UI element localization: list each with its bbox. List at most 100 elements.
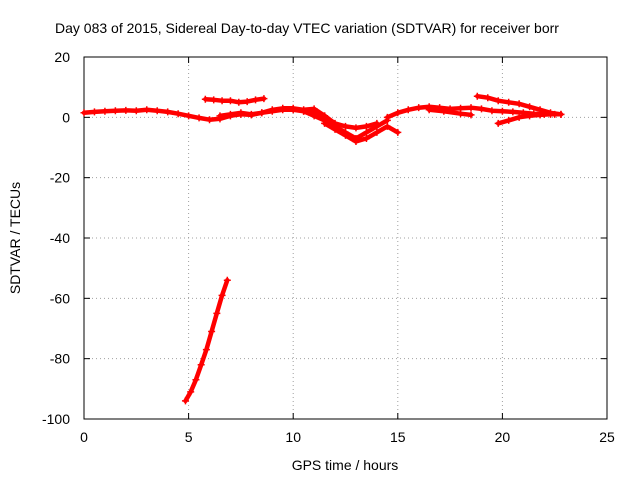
data-point (457, 110, 465, 118)
data-point (331, 125, 339, 133)
data-point (362, 128, 370, 136)
data-point (404, 106, 412, 114)
data-point (164, 108, 172, 116)
data-point (143, 106, 151, 114)
data-point (383, 113, 391, 121)
series-track-right-rise (494, 110, 565, 127)
data-point (195, 114, 203, 122)
data-point (111, 107, 119, 115)
data-point (243, 98, 251, 106)
data-point (218, 291, 226, 299)
data-point (268, 107, 276, 115)
data-point (362, 122, 370, 130)
data-point (536, 111, 544, 119)
data-point (547, 110, 555, 118)
x-tick-label: 15 (390, 429, 406, 445)
data-point (394, 109, 402, 117)
y-tick-label: 20 (54, 49, 70, 65)
y-axis-label: SDTVAR / TECUs (7, 182, 23, 294)
data-point (509, 108, 517, 116)
data-point (352, 124, 360, 132)
series-line (322, 121, 401, 144)
data-point (440, 107, 448, 115)
data-point (202, 346, 210, 354)
data-point (187, 388, 195, 396)
data-point (206, 116, 214, 124)
data-point (237, 109, 245, 117)
data-point (488, 107, 496, 115)
series-track-upper-left (201, 95, 268, 106)
x-tick-label: 0 (80, 429, 88, 445)
chart-title: Day 083 of 2015, Sidereal Day-to-day VTE… (55, 20, 559, 36)
data-point (494, 119, 502, 127)
series-track-right-lower (425, 106, 475, 119)
y-tick-label: -20 (50, 170, 70, 186)
data-point (80, 109, 88, 117)
data-point (473, 92, 481, 100)
series-track-dip-lower (321, 119, 402, 145)
data-point (494, 97, 502, 105)
data-point (258, 109, 266, 117)
x-tick-label: 25 (599, 429, 615, 445)
y-tick-label: -40 (50, 230, 70, 246)
data-point (310, 112, 318, 120)
data-point (216, 112, 224, 120)
data-point (174, 110, 182, 118)
data-point (197, 361, 205, 369)
data-point (526, 103, 534, 111)
data-point (247, 110, 255, 118)
y-tick-label: -100 (42, 411, 70, 427)
data-point (373, 122, 381, 130)
data-point (192, 376, 200, 384)
data-point (218, 97, 226, 105)
data-point (352, 137, 360, 145)
data-point (289, 106, 297, 114)
data-point (383, 122, 391, 130)
data-point (394, 128, 402, 136)
data-point (467, 104, 475, 112)
data-point (300, 107, 308, 115)
series-track-descent (181, 276, 231, 405)
x-tick-label: 10 (285, 429, 301, 445)
data-point (505, 116, 513, 124)
data-point (252, 96, 260, 104)
x-axis-label: GPS time / hours (292, 457, 399, 473)
data-point (498, 107, 506, 115)
data-point (342, 122, 349, 130)
data-point (557, 110, 565, 118)
data-point (208, 328, 216, 336)
series-line (426, 107, 474, 118)
axis-ticks: 0 5 10 15 20 25 20 0 -20 -40 -60 -80 -100 (42, 49, 615, 445)
data-point (185, 112, 193, 120)
data-point (223, 276, 231, 284)
x-tick-label: 5 (185, 429, 193, 445)
data-point (235, 98, 243, 106)
data-point (210, 96, 218, 104)
data-point (153, 107, 161, 115)
data-point (279, 106, 287, 114)
data-point (213, 309, 221, 317)
data-point (201, 95, 209, 103)
data-point (477, 105, 485, 113)
y-tick-label: 0 (62, 109, 70, 125)
data-point (226, 97, 234, 105)
data-point (181, 397, 189, 405)
data-point (321, 119, 329, 127)
data-point (505, 98, 513, 106)
data-series (80, 92, 565, 405)
data-point (526, 112, 534, 120)
data-point (122, 106, 130, 114)
data-point (260, 95, 268, 103)
series-line (183, 277, 230, 404)
data-point (484, 94, 492, 102)
data-point (101, 107, 109, 115)
data-point (132, 107, 140, 115)
data-point (362, 134, 370, 142)
data-point (90, 108, 98, 116)
data-point (467, 111, 475, 119)
data-point (425, 106, 433, 114)
data-point (415, 104, 423, 112)
data-point (226, 110, 234, 118)
x-tick-label: 20 (495, 429, 511, 445)
